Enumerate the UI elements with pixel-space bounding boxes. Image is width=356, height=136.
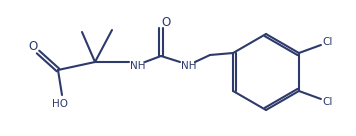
- Text: Cl: Cl: [323, 37, 333, 47]
- Text: O: O: [161, 16, 171, 30]
- Text: Cl: Cl: [323, 97, 333, 107]
- Text: NH: NH: [130, 61, 146, 71]
- Text: NH: NH: [181, 61, 197, 71]
- Text: HO: HO: [52, 99, 68, 109]
- Text: O: O: [28, 41, 38, 53]
